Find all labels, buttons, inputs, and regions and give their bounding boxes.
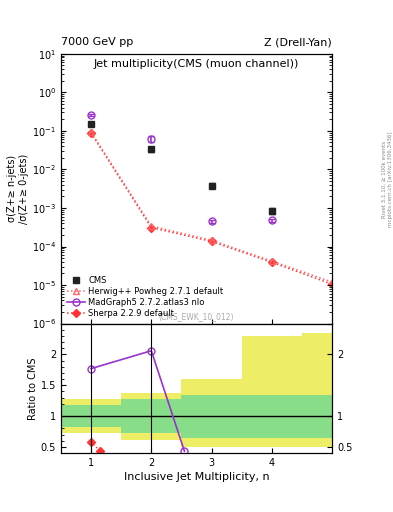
Text: mcplots.cern.ch [arXiv:1306.3436]: mcplots.cern.ch [arXiv:1306.3436] — [388, 132, 393, 227]
Y-axis label: Ratio to CMS: Ratio to CMS — [28, 357, 38, 420]
Legend: CMS, Herwig++ Powheg 2.7.1 default, MadGraph5 2.7.2.atlas3 nlo, Sherpa 2.2.9 def: CMS, Herwig++ Powheg 2.7.1 default, MadG… — [65, 274, 225, 319]
Text: 7000 GeV pp: 7000 GeV pp — [61, 37, 133, 47]
Text: Z (Drell-Yan): Z (Drell-Yan) — [264, 37, 332, 47]
X-axis label: Inclusive Jet Multiplicity, n: Inclusive Jet Multiplicity, n — [124, 472, 269, 482]
Y-axis label: σ(Z+≥ n-jets)
/σ(Z+≥ 0-jets): σ(Z+≥ n-jets) /σ(Z+≥ 0-jets) — [7, 154, 29, 224]
Text: Jet multiplicity(CMS (muon channel)): Jet multiplicity(CMS (muon channel)) — [94, 59, 299, 69]
Text: Rivet 3.1.10, ≥ 100k events: Rivet 3.1.10, ≥ 100k events — [382, 141, 387, 218]
Text: (CMS_EWK_10_012): (CMS_EWK_10_012) — [159, 312, 234, 321]
